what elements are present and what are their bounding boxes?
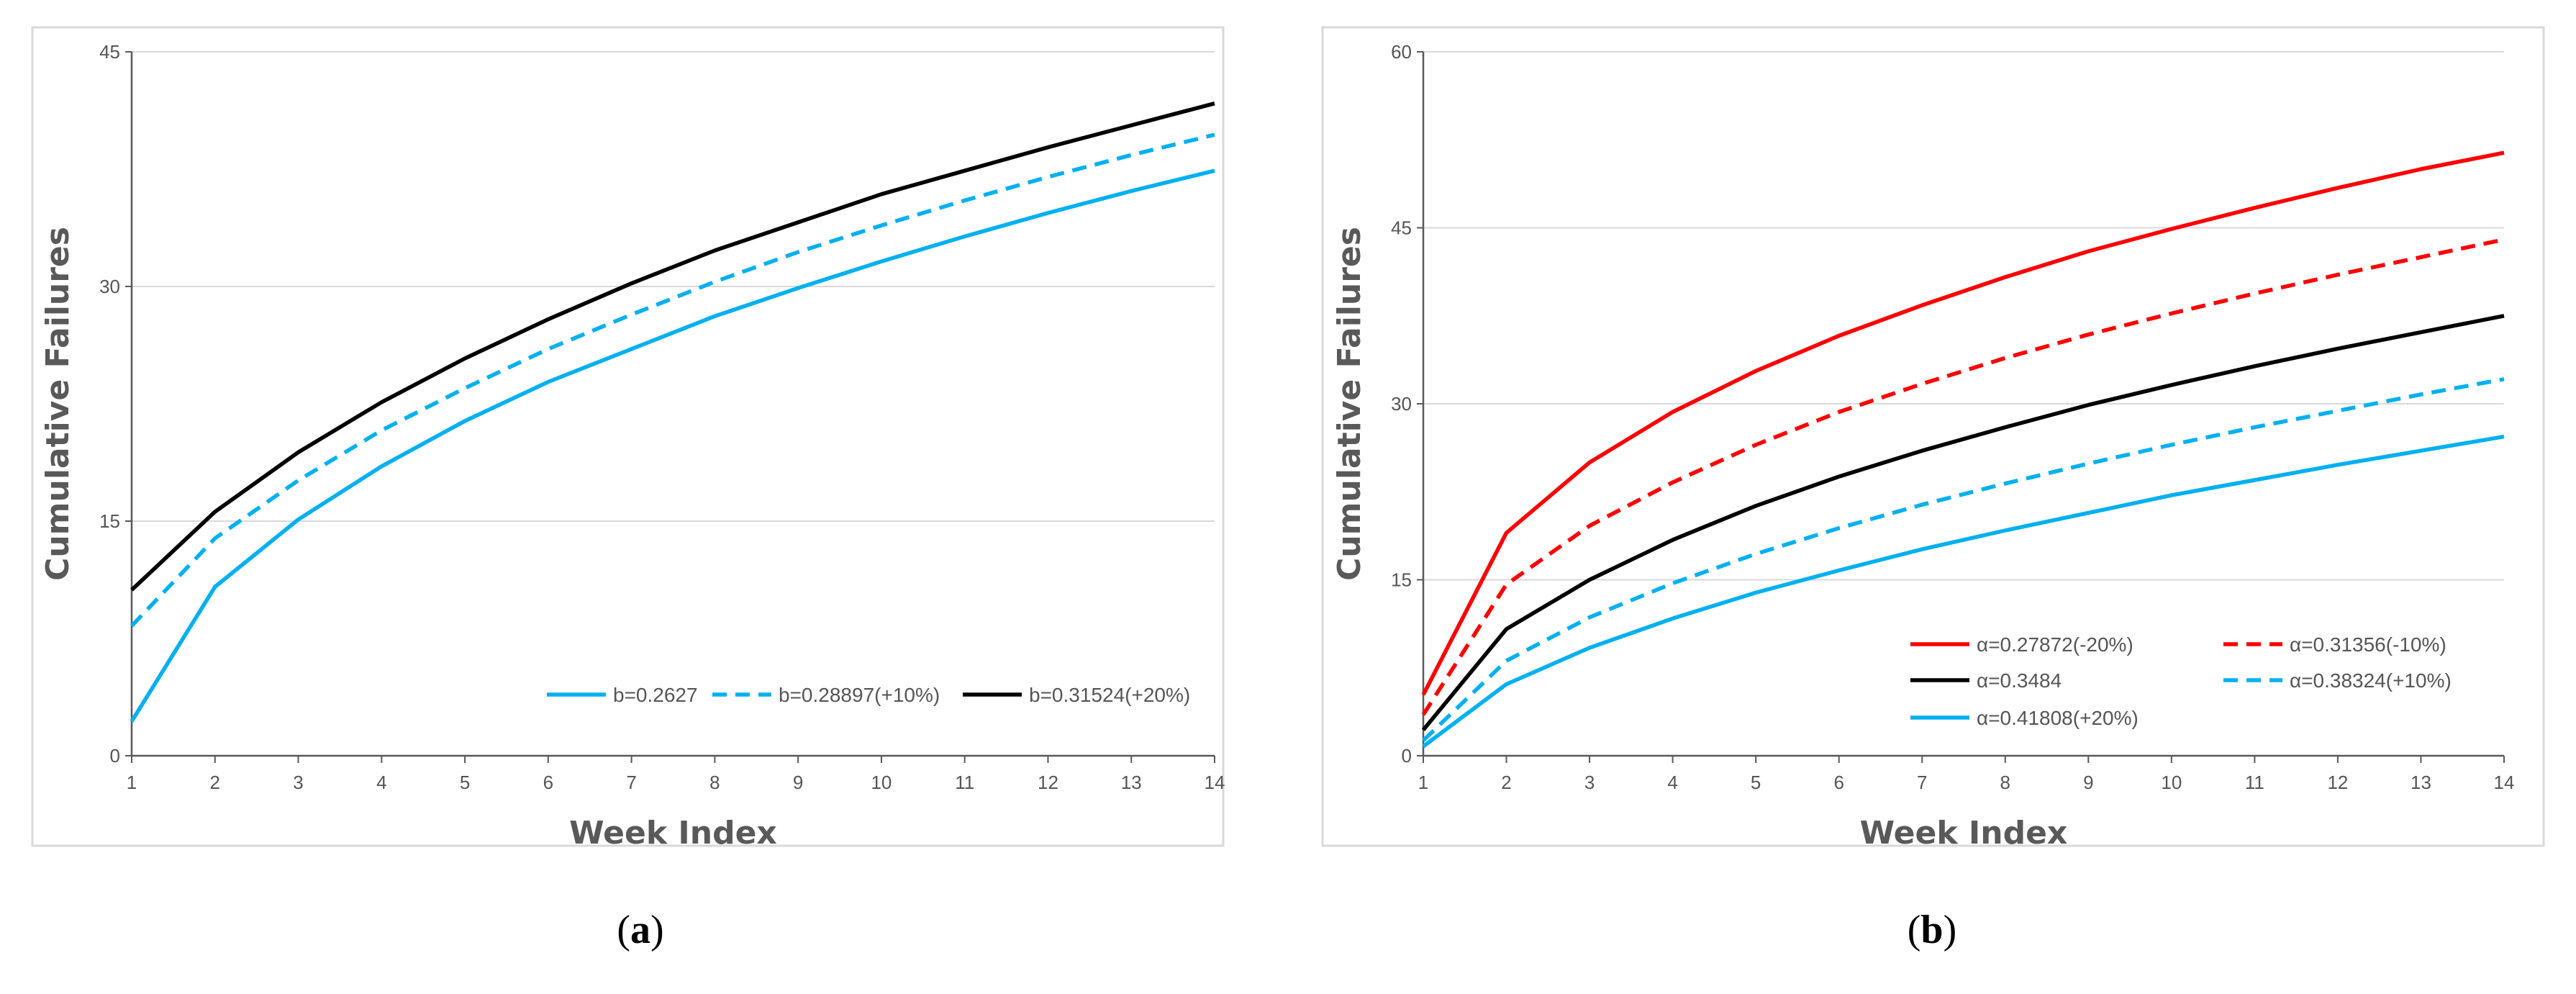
legend-label-2: b=0.28897(+10%): [779, 684, 940, 706]
y-tick-label: 15: [99, 510, 120, 532]
series-line-1: [1421, 150, 2505, 696]
x-tick-label: 12: [1038, 772, 1058, 793]
y-tick-label: 30: [1391, 393, 1412, 415]
x-tick-label: 14: [2494, 772, 2515, 793]
caption-letter: b: [1920, 908, 1943, 952]
legend-label-2: α=0.31356(-10%): [2290, 633, 2446, 656]
legend-label-3: b=0.31524(+20%): [1029, 684, 1190, 706]
x-tick-label: 2: [210, 772, 220, 793]
x-tick-label: 6: [1833, 772, 1843, 793]
series-line-4: [1422, 377, 2505, 742]
legend-label-1: b=0.2627: [613, 684, 698, 706]
x-tick-label: 8: [2000, 772, 2010, 793]
x-tick-label: 11: [2245, 772, 2264, 793]
x-tick-label: 10: [871, 772, 892, 793]
x-axis-title: Week Index: [1860, 815, 2068, 851]
x-tick-label: 9: [2083, 772, 2093, 793]
x-tick-label: 4: [1667, 772, 1677, 793]
y-tick-label: 45: [1391, 217, 1412, 239]
legend-label-4: α=0.38324(+10%): [2290, 669, 2452, 692]
y-axis-title: Cumulative Failures: [40, 227, 76, 581]
y-tick-label: 0: [1402, 745, 1412, 767]
legend-label-5: α=0.41808(+20%): [1977, 707, 2139, 729]
legend-label-3: α=0.3484: [1977, 669, 2062, 692]
caption-close-paren: ): [650, 908, 664, 952]
caption-open-paren: (: [1908, 908, 1921, 952]
x-tick-label: 7: [1917, 772, 1927, 793]
x-tick-label: 9: [793, 772, 803, 793]
x-tick-label: 7: [626, 772, 636, 793]
y-tick-label: 60: [1391, 41, 1412, 63]
series-line-3: [130, 101, 1215, 592]
caption-open-paren: (: [617, 908, 630, 952]
caption-close-paren: ): [1944, 908, 1957, 952]
x-tick-label: 6: [543, 772, 553, 793]
y-axis-title: Cumulative Failures: [1331, 227, 1368, 581]
y-tick-label: 0: [110, 745, 120, 767]
x-tick-label: 14: [1205, 772, 1225, 793]
x-tick-label: 2: [1501, 772, 1511, 793]
caption-letter: a: [630, 908, 650, 952]
x-tick-label: 13: [2411, 772, 2431, 793]
x-tick-label: 3: [293, 772, 303, 793]
x-tick-label: 5: [460, 772, 470, 793]
legend: b=0.2627 b=0.28897(+10%) b=0.31524(+20%): [547, 684, 1190, 706]
x-tick-label: 10: [2161, 772, 2182, 793]
chart-frame: [1321, 26, 2545, 847]
y-tick-label: 45: [99, 41, 120, 63]
x-tick-label: 4: [376, 772, 386, 793]
y-tick-label: 30: [99, 276, 120, 297]
panel-caption-a: (a): [617, 908, 663, 952]
x-axis-title: Week Index: [569, 815, 777, 851]
x-tick-label: 3: [1584, 772, 1595, 793]
legend-label-1: α=0.27872(-20%): [1977, 633, 2133, 656]
series-line-2: [130, 132, 1215, 628]
x-tick-label: 1: [127, 772, 137, 793]
series-line-1: [130, 168, 1215, 723]
series-line-3: [1421, 314, 2505, 731]
series-line-5: [1422, 434, 2505, 749]
x-tick-label: 11: [955, 772, 974, 793]
panel-caption-b: (b): [1908, 908, 1956, 952]
chart-frame: [31, 26, 1225, 847]
x-tick-label: 12: [2327, 772, 2348, 793]
y-tick-label: 15: [1391, 569, 1412, 591]
x-tick-label: 13: [1121, 772, 1142, 793]
x-tick-label: 1: [1418, 772, 1428, 793]
legend: α=0.27872(-20%) α=0.31356(-10%) α=0.3484 α=…: [1910, 633, 2452, 729]
x-tick-label: 5: [1751, 772, 1761, 793]
x-tick-label: 8: [709, 772, 720, 793]
